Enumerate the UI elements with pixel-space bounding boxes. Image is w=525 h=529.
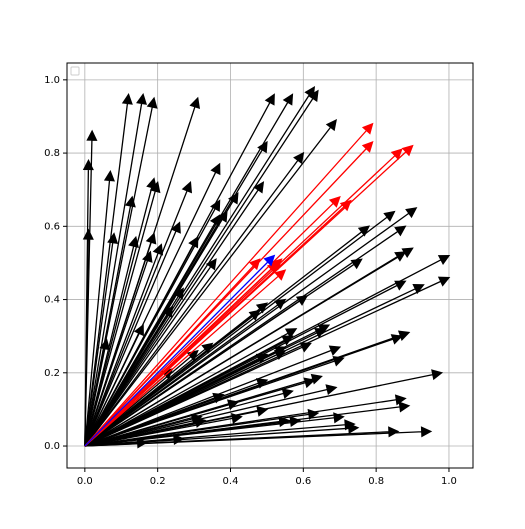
arrow	[84, 284, 425, 447]
arrow	[84, 334, 404, 447]
x-tick-label: 0.0	[77, 476, 93, 487]
arrow	[84, 235, 139, 447]
arrow	[84, 169, 115, 447]
arrow	[84, 243, 164, 447]
y-tick-label: 0.4	[44, 295, 60, 306]
arrow	[84, 345, 342, 447]
arrow	[84, 181, 193, 447]
arrow	[84, 214, 221, 447]
legend	[70, 66, 80, 76]
arrow	[84, 236, 199, 447]
arrow	[84, 199, 352, 447]
x-tick-label: 1.0	[441, 476, 457, 487]
arrow	[84, 323, 144, 447]
arrow	[84, 258, 261, 447]
arrow	[84, 93, 133, 447]
arrow	[84, 258, 217, 447]
arrow	[84, 416, 291, 447]
x-tick-label: 0.8	[368, 476, 384, 487]
arrow	[84, 392, 225, 447]
arrow	[84, 305, 174, 447]
arrow	[84, 276, 451, 447]
arrow	[84, 280, 407, 447]
arrow	[84, 93, 148, 447]
arrow	[84, 261, 279, 447]
arrow	[84, 384, 338, 447]
arrow	[84, 207, 418, 447]
arrow	[84, 151, 305, 447]
arrow	[84, 232, 119, 447]
arrow	[84, 221, 181, 447]
y-tick-label: 0.8	[44, 148, 60, 159]
plot-frame	[66, 62, 474, 469]
arrow	[84, 413, 203, 447]
x-tick-label: 0.4	[223, 476, 239, 487]
x-tick-label: 0.2	[150, 476, 166, 487]
y-tick-label: 0.6	[44, 221, 60, 232]
arrow	[84, 269, 287, 447]
arrow	[84, 210, 396, 447]
arrow	[84, 250, 153, 447]
arrow	[84, 122, 374, 447]
arrow	[84, 254, 276, 447]
arrow	[84, 180, 161, 447]
arrow	[82, 228, 94, 447]
x-tick-label: 0.6	[295, 476, 311, 487]
arrow	[84, 416, 207, 447]
arrow	[84, 399, 240, 447]
y-tick-label: 0.0	[44, 441, 60, 452]
arrow	[84, 196, 341, 447]
arrow	[84, 225, 407, 447]
arrow	[84, 338, 111, 447]
arrow	[84, 328, 298, 447]
arrow	[84, 247, 414, 447]
y-tick-label: 1.0	[44, 75, 60, 86]
arrow	[84, 342, 214, 447]
arrow	[84, 118, 337, 447]
arrows	[82, 85, 451, 449]
arrow	[84, 181, 265, 447]
arrow	[84, 89, 319, 447]
y-tick-label: 0.2	[44, 368, 60, 379]
